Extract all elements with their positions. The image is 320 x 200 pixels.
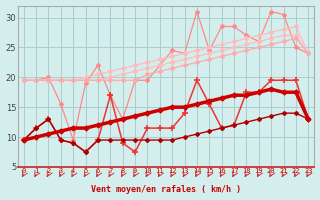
X-axis label: Vent moyen/en rafales ( km/h ): Vent moyen/en rafales ( km/h ): [91, 185, 241, 194]
